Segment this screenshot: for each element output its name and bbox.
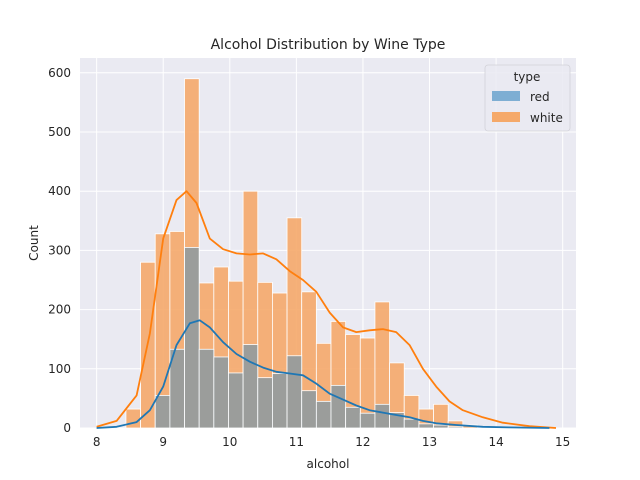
y-tick-label: 400 (48, 184, 71, 198)
legend: type red white (484, 64, 571, 132)
red-bar (315, 400, 332, 429)
red-bar (213, 356, 229, 429)
red-bar (154, 395, 171, 429)
y-tick-label: 100 (48, 362, 71, 376)
red-bar (272, 373, 288, 429)
tick-label-layer: 8 9 10 11 12 13 14 15 0 100 200 300 400 500 600 (48, 66, 570, 449)
y-tick-label: 0 (63, 421, 71, 435)
y-tick-label: 200 (48, 303, 71, 317)
white-bar (125, 408, 141, 429)
legend-label-red: red (530, 90, 550, 104)
red-bar (286, 355, 303, 429)
red-bar (242, 344, 259, 429)
red-bar (257, 377, 273, 429)
x-tick-label: 12 (355, 435, 370, 449)
x-tick-label: 11 (289, 435, 304, 449)
x-tick-label: 14 (488, 435, 503, 449)
y-tick-label: 300 (48, 243, 71, 257)
legend-swatch-white (492, 112, 520, 122)
x-tick-label: 9 (159, 435, 167, 449)
red-bar (433, 424, 449, 429)
red-bar (228, 372, 244, 429)
legend-label-white: white (530, 111, 563, 125)
chart-title: Alcohol Distribution by Wine Type (211, 37, 446, 53)
legend-title: type (514, 70, 541, 84)
red-bar (447, 426, 464, 429)
red-bar (330, 384, 347, 429)
y-tick-label: 500 (48, 125, 71, 139)
red-kde-line (96, 319, 550, 429)
white-kde-line (96, 190, 557, 429)
kde-layer (96, 190, 557, 429)
x-axis-label: alcohol (307, 457, 350, 471)
x-tick-label: 15 (555, 435, 570, 449)
red-bar (184, 247, 200, 429)
red-bar (418, 423, 434, 429)
x-tick-label: 8 (93, 435, 101, 449)
red-bar (374, 403, 390, 429)
red-bar (345, 406, 361, 429)
red-bars (154, 247, 464, 429)
legend-swatch-red (492, 91, 520, 101)
red-bar (301, 390, 317, 429)
red-bar (198, 348, 215, 429)
x-tick-label: 13 (422, 435, 437, 449)
y-tick-label: 600 (48, 66, 71, 80)
red-bar (359, 412, 376, 429)
x-tick-label: 10 (222, 435, 237, 449)
red-bar (403, 418, 420, 429)
y-axis-label: Count (27, 225, 41, 261)
